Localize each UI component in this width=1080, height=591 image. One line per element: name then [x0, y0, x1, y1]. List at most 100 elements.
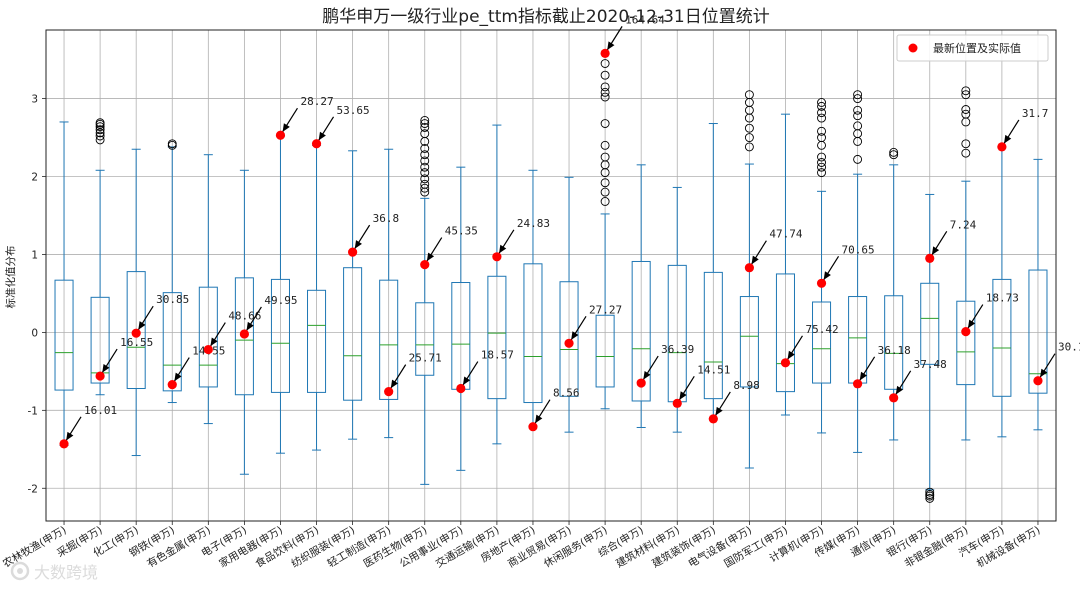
flier-point [853, 154, 863, 164]
box-9 [343, 150, 363, 440]
latest-value-label: 30.14 [1058, 341, 1080, 354]
flier-point [817, 108, 826, 118]
box-26 [956, 86, 976, 441]
box-series [54, 59, 1048, 503]
annotation-arrow-head [643, 371, 651, 380]
latest-5: 48.66 [203, 310, 261, 355]
iqr-box [559, 281, 579, 397]
flier-point [817, 101, 826, 111]
legend-marker [908, 43, 918, 53]
y-tick-label: 2 [31, 172, 38, 184]
annotation-arrow-head [751, 255, 759, 265]
legend-label: 最新位置及实际值 [933, 41, 1021, 55]
latest-value-label: 7.24 [950, 218, 977, 231]
flier-point [817, 152, 826, 162]
latest-point [636, 378, 646, 388]
flier-point [600, 178, 610, 188]
latest-value-label: 31.7 [1022, 107, 1048, 120]
flier-point [961, 109, 971, 119]
annotation-arrow-head [210, 337, 218, 347]
flier-point [817, 98, 826, 107]
box-1 [54, 121, 74, 446]
swirl-logo-icon [10, 561, 30, 581]
latest-16: 164.64 [600, 13, 665, 58]
latest-value-label: 30.85 [156, 293, 189, 306]
iqr-box [523, 263, 543, 404]
iqr-box [343, 267, 363, 401]
latest-3: 30.85 [131, 293, 189, 338]
latest-point [239, 329, 249, 339]
latest-point [744, 263, 754, 273]
flier-point [420, 115, 430, 125]
latest-27: 31.7 [997, 107, 1048, 152]
flier-point [889, 147, 899, 157]
annotation-arrow-head [967, 319, 976, 329]
flier-point [961, 148, 971, 158]
latest-4: 14.55 [167, 345, 225, 390]
latest-point [564, 338, 574, 348]
flier-point [420, 183, 430, 193]
flier-point [95, 135, 105, 145]
iqr-box [1028, 269, 1048, 394]
box-22 [812, 98, 832, 434]
legend: 最新位置及实际值 [896, 34, 1049, 62]
annotation-arrow-head [895, 385, 904, 395]
y-tick-label: 3 [31, 94, 38, 106]
y-tick-label: 0 [31, 327, 38, 339]
latest-25: 7.24 [925, 218, 977, 263]
iqr-box [812, 301, 832, 384]
latest-point [997, 142, 1007, 152]
latest-point [708, 414, 718, 424]
watermark: 大数跨境 [10, 561, 98, 582]
annotation-arrow-head [462, 376, 471, 386]
box-15 [559, 176, 579, 433]
latest-point [672, 398, 682, 408]
flier-point [95, 128, 105, 138]
flier-point [744, 123, 754, 133]
flier-point [95, 118, 105, 128]
flier-point [744, 133, 754, 143]
latest-point [384, 387, 394, 397]
latest-point [167, 380, 177, 390]
latest-point [925, 253, 935, 263]
box-17 [631, 164, 651, 428]
category-labels: 农林牧渔(申万)采掘(申万)化工(申万)钢铁(申万)有色金属(申万)电子(申万)… [0, 523, 1042, 570]
axes-frame [45, 29, 1057, 522]
box-24 [884, 147, 904, 441]
flier-point [420, 144, 430, 153]
flier-point [853, 90, 863, 100]
latest-value-label: 49.95 [264, 294, 297, 307]
latest-point [780, 358, 791, 368]
iqr-box [234, 277, 254, 396]
latest-point [456, 383, 466, 394]
flier-point [600, 187, 610, 197]
latest-18: 14.51 [672, 363, 730, 408]
latest-26: 18.73 [961, 292, 1019, 337]
flier-point [420, 122, 430, 132]
annotation-arrow-head [246, 321, 254, 331]
latest-value-label: 75.42 [805, 323, 838, 336]
latest-7: 28.27 [275, 95, 334, 140]
annotation-arrow-head [390, 379, 399, 389]
latest-point [203, 344, 213, 355]
plot-area: -2 -1 0 1 2 3 [28, 29, 1057, 525]
box-20 [739, 90, 759, 469]
latest-value-label: 53.65 [337, 104, 370, 117]
annotation-arrow-head [66, 431, 74, 441]
latest-value-label: 36.39 [661, 343, 694, 356]
latest-point [492, 252, 502, 262]
flier-point [925, 487, 935, 497]
latest-point [1033, 376, 1043, 386]
iqr-box [992, 278, 1012, 397]
box-19 [703, 123, 723, 420]
flier-point [925, 491, 935, 501]
latest-15: 27.27 [564, 303, 622, 348]
latest-value-label: 37.48 [914, 358, 947, 371]
flier-point [420, 129, 430, 139]
iqr-box [90, 296, 110, 384]
iqr-box [307, 289, 327, 393]
flier-point [817, 168, 826, 178]
latest-value-label: 14.51 [697, 363, 730, 376]
latest-value-label: 70.65 [842, 243, 875, 256]
